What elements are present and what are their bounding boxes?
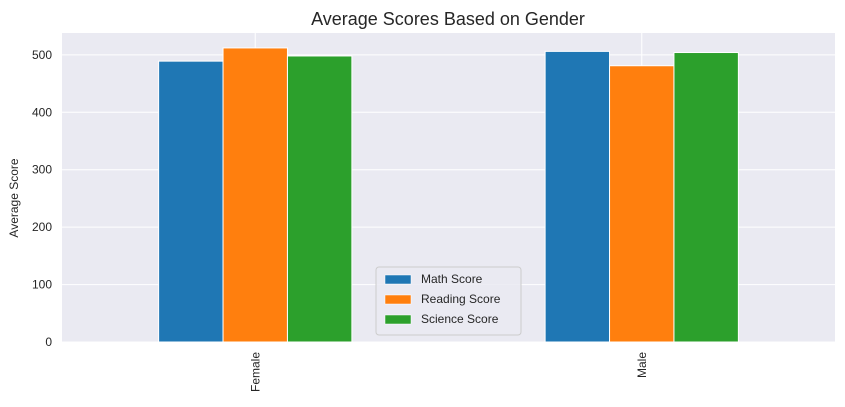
y-tick-label: 400 (32, 105, 52, 119)
y-axis-label: Average Score (7, 158, 21, 237)
bars (158, 47, 739, 343)
y-tick-label: 100 (32, 278, 52, 292)
bar-reading-score-male (609, 65, 675, 343)
bar-reading-score-female (222, 47, 288, 343)
x-axis-ticks: Female Male (248, 352, 649, 392)
y-tick-label: 200 (32, 220, 52, 234)
x-tick-label: Male (635, 352, 649, 378)
chart-title: Average Scores Based on Gender (311, 9, 585, 29)
legend-label: Reading Score (421, 292, 501, 306)
bar-math-score-female (158, 60, 224, 343)
legend-swatch (384, 294, 412, 305)
bar-math-score-male (544, 50, 611, 343)
legend-label: Math Score (421, 272, 483, 286)
bar-science-score-female (286, 55, 353, 343)
legend-box (375, 266, 522, 336)
y-axis-ticks: 0 100 200 300 400 500 (32, 48, 52, 349)
bar-science-score-male (673, 52, 739, 343)
y-tick-label: 300 (32, 163, 52, 177)
y-tick-label: 0 (45, 335, 52, 349)
x-tick-label: Female (248, 352, 262, 392)
legend-swatch (384, 314, 412, 325)
legend: Math Score Reading Score Science Score (375, 266, 522, 336)
legend-swatch (384, 274, 412, 285)
legend-label: Science Score (421, 312, 499, 326)
y-tick-label: 500 (32, 48, 52, 62)
